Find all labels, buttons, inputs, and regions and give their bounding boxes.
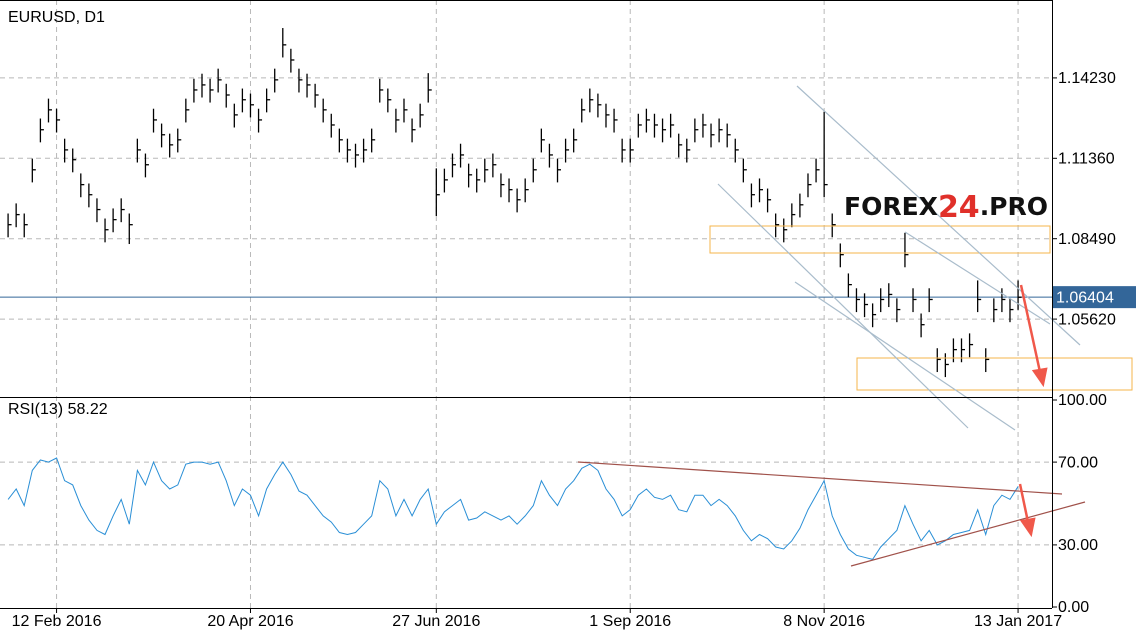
x-tick-label: 12 Feb 2016 <box>12 613 102 630</box>
y-tick-label: 1.11360 <box>1058 151 1115 168</box>
arrow <box>1018 483 1030 523</box>
y-tick-label: 70.00 <box>1058 454 1098 471</box>
y-tick-label: 1.08490 <box>1058 231 1116 248</box>
x-tick-label: 20 Apr 2016 <box>207 613 293 630</box>
price-label-box <box>1052 286 1136 309</box>
arrow-head <box>1019 517 1036 538</box>
rsi-lines <box>577 461 1086 567</box>
y-tick-label: 100.00 <box>1058 392 1107 409</box>
watermark-part: .PRO <box>980 192 1048 221</box>
chart-title: EURUSD, D1 <box>8 9 105 26</box>
arrow <box>1019 284 1042 373</box>
resistance-zone <box>709 225 1051 254</box>
trend-line <box>717 183 969 429</box>
channel-lines <box>717 85 1081 431</box>
trend-line <box>794 281 1016 431</box>
x-tick-label: 13 Jan 2017 <box>974 613 1062 630</box>
rsi-line <box>7 457 1019 560</box>
trend-line <box>850 501 1086 567</box>
arrows <box>1018 284 1048 538</box>
y-tick-label: 1.14230 <box>1058 70 1116 87</box>
y-tick-label: 30.00 <box>1058 537 1098 554</box>
watermark-part: 24 <box>938 190 980 225</box>
indicator-title: RSI(13) 58.22 <box>8 401 108 418</box>
x-tick-label: 8 Nov 2016 <box>783 613 865 630</box>
frame <box>0 0 1053 609</box>
x-tick-label: 1 Sep 2016 <box>589 613 671 630</box>
price-label: 1.06404 <box>1056 289 1114 306</box>
y-tick-label: 1.05620 <box>1058 311 1116 328</box>
watermark-part: FOREX <box>844 192 938 221</box>
target-zone <box>856 357 1133 391</box>
watermark: FOREX24.PRO <box>844 190 1048 225</box>
x-tick-label: 27 Jun 2016 <box>392 613 480 630</box>
y-tick-label: 0.00 <box>1058 599 1089 616</box>
trend-line <box>577 461 1063 495</box>
arrow-head <box>1031 367 1048 388</box>
trend-line <box>796 85 1081 346</box>
